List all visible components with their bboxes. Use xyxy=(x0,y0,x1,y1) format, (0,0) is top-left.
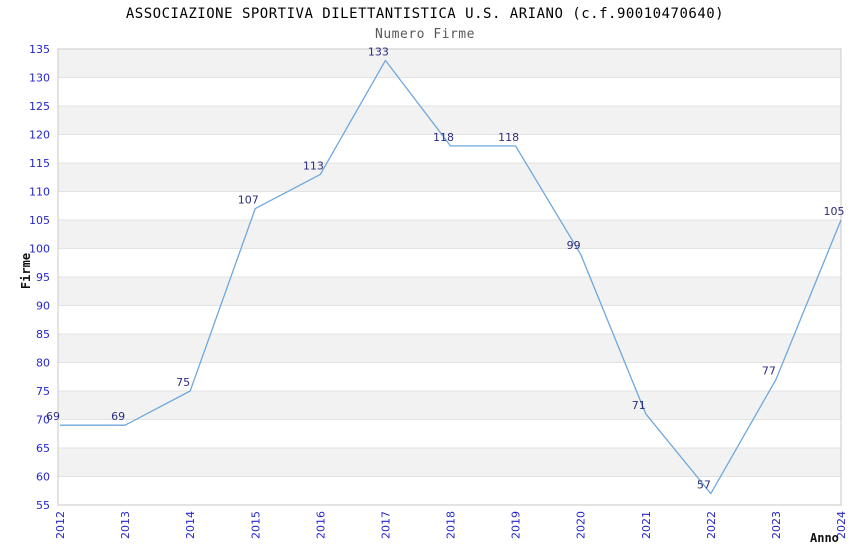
plot-band xyxy=(58,106,841,135)
y-tick-label: 120 xyxy=(29,129,50,142)
y-tick-label: 70 xyxy=(36,414,50,427)
x-tick-label: 2015 xyxy=(249,511,262,539)
y-tick-label: 90 xyxy=(36,300,50,313)
plot-band xyxy=(58,277,841,306)
plot-band xyxy=(58,248,841,277)
y-tick-label: 60 xyxy=(36,471,50,484)
x-tick-label: 2016 xyxy=(314,511,327,539)
x-tick-label: 2013 xyxy=(119,511,132,539)
x-tick-label: 2014 xyxy=(184,511,197,539)
series-line xyxy=(60,59,842,495)
data-point-label: 113 xyxy=(303,159,324,172)
plot-band xyxy=(58,476,841,505)
y-tick-label: 80 xyxy=(36,357,50,370)
y-tick-label: 65 xyxy=(36,442,50,455)
plot-band xyxy=(58,448,841,477)
data-point-label: 133 xyxy=(368,45,389,58)
plot-band xyxy=(58,191,841,220)
plot-border xyxy=(57,48,842,506)
y-tick-label: 55 xyxy=(36,499,50,512)
x-axis-label: Anno xyxy=(810,531,839,545)
data-point-label: 71 xyxy=(632,399,646,412)
plot-band xyxy=(58,220,841,249)
chart-title: ASSOCIAZIONE SPORTIVA DILETTANTISTICA U.… xyxy=(125,6,725,22)
x-tick-label: 2023 xyxy=(770,511,783,539)
x-tick-label: 2017 xyxy=(379,511,392,539)
x-tick-label: 2022 xyxy=(705,511,718,539)
y-tick-label: 95 xyxy=(36,271,50,284)
x-tick-label: 2018 xyxy=(445,511,458,539)
data-point-label: 69 xyxy=(111,410,125,423)
y-tick-label: 85 xyxy=(36,328,50,341)
data-point-label: 118 xyxy=(433,131,454,144)
data-point-label: 77 xyxy=(762,365,776,378)
y-tick-label: 130 xyxy=(29,72,50,85)
plot-band xyxy=(58,419,841,448)
data-point-label: 105 xyxy=(824,205,845,218)
y-tick-label: 105 xyxy=(29,214,50,227)
x-tick-label: 2024 xyxy=(835,511,848,539)
x-tick-label: 2021 xyxy=(640,511,653,539)
plot-band xyxy=(58,134,841,163)
data-point-label: 69 xyxy=(46,410,60,423)
data-point-label: 107 xyxy=(238,194,259,207)
y-tick-label: 100 xyxy=(29,243,50,256)
y-tick-label: 125 xyxy=(29,100,50,113)
chart-subtitle: Numero Firme xyxy=(375,27,475,42)
data-point-label: 118 xyxy=(498,131,519,144)
y-tick-label: 135 xyxy=(29,43,50,56)
plot-band xyxy=(58,49,841,78)
plot-band xyxy=(58,391,841,420)
x-tick-label: 2012 xyxy=(54,511,67,539)
x-tick-label: 2019 xyxy=(510,511,523,539)
plot-band xyxy=(58,334,841,363)
plot-band xyxy=(58,163,841,192)
x-tick-label: 2020 xyxy=(575,511,588,539)
y-tick-label: 115 xyxy=(29,157,50,170)
plot-band xyxy=(58,77,841,106)
plot-band xyxy=(58,362,841,391)
data-point-label: 99 xyxy=(567,239,581,252)
data-point-label: 75 xyxy=(176,376,190,389)
y-tick-label: 75 xyxy=(36,385,50,398)
plot-band xyxy=(58,305,841,334)
data-point-label: 57 xyxy=(697,479,711,492)
y-tick-label: 110 xyxy=(29,186,50,199)
